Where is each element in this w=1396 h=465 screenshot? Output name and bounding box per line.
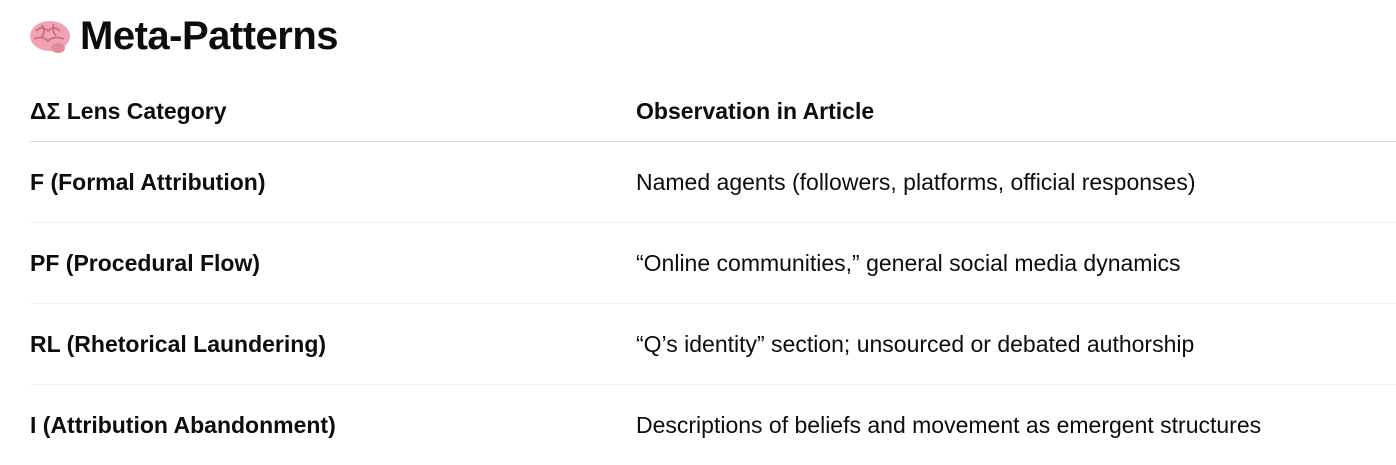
table-row: F (Formal Attribution) Named agents (fol… <box>30 142 1396 223</box>
observation-cell: “Q’s identity” section; unsourced or deb… <box>636 304 1396 385</box>
table-row: PF (Procedural Flow) “Online communities… <box>30 223 1396 304</box>
lens-category-cell: I (Attribution Abandonment) <box>30 385 636 465</box>
observation-cell: “Online communities,” general social med… <box>636 223 1396 304</box>
column-header-lens-category: ΔΣ Lens Category <box>30 82 636 142</box>
page-title-text: Meta-Patterns <box>80 14 338 59</box>
meta-patterns-table: ΔΣ Lens Category Observation in Article … <box>30 82 1396 465</box>
lens-category-cell: RL (Rhetorical Laundering) <box>30 304 636 385</box>
table-row: I (Attribution Abandonment) Descriptions… <box>30 385 1396 465</box>
observation-cell: Descriptions of beliefs and movement as … <box>636 385 1396 465</box>
lens-category-cell: PF (Procedural Flow) <box>30 223 636 304</box>
table-row: RL (Rhetorical Laundering) “Q’s identity… <box>30 304 1396 385</box>
page-title: Meta-Patterns <box>28 14 338 59</box>
brain-icon <box>28 19 72 55</box>
table-header-row: ΔΣ Lens Category Observation in Article <box>30 82 1396 142</box>
observation-cell: Named agents (followers, platforms, offi… <box>636 142 1396 223</box>
lens-category-cell: F (Formal Attribution) <box>30 142 636 223</box>
column-header-observation: Observation in Article <box>636 82 1396 142</box>
